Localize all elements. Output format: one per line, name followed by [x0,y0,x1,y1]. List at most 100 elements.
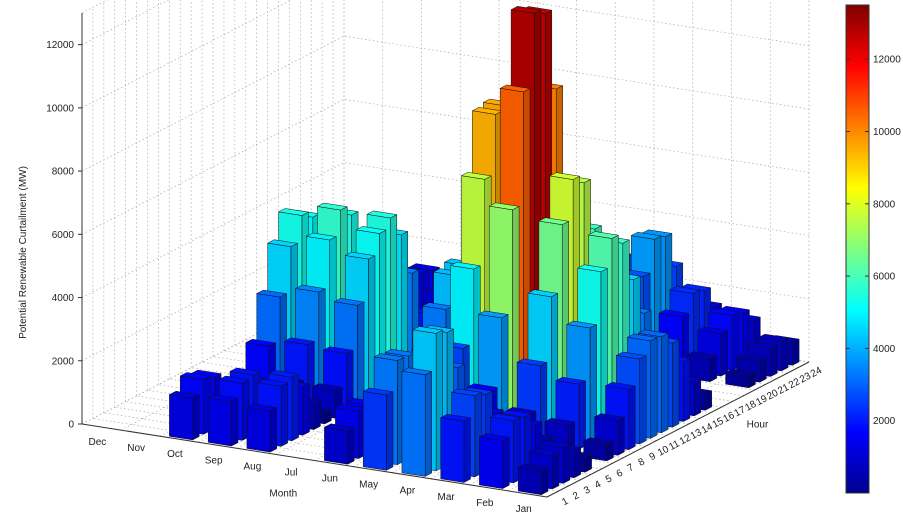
bar-face-front [573,446,581,479]
bar-face-front [347,427,355,465]
bar-face-top [555,376,587,385]
bar-3d [323,423,355,465]
bar-face-top [489,413,521,421]
back-wall-grid-line [514,0,810,47]
side-wall-grid-line [81,98,345,235]
bar-face-top [735,353,768,362]
month-tick-label: Jan [516,504,532,515]
bar-face-top [401,367,433,376]
bar-face-top [311,383,343,391]
bar-face-top [294,284,327,293]
month-tick-label: Sep [205,455,223,466]
bar-face-top [539,440,571,449]
hour-tick-label: 18 [743,399,758,414]
bar-3d [246,403,278,453]
bar-face-top [707,308,740,316]
bar-face-front [672,339,680,428]
hour-tick-label: 8 [637,456,647,469]
side-wall-grid-line [81,0,293,109]
bar-face-top [256,289,288,298]
bar-face-top [488,202,520,211]
month-tick-label: Apr [400,486,416,497]
bar-face-top [305,232,337,241]
bar-3d [401,367,433,477]
bar-face-front [463,417,471,483]
bar-face-side [362,391,387,471]
x-axis-title: Month [269,489,297,500]
bar-face-top [246,403,278,412]
bar-face-front [628,385,636,451]
bar-face-top [218,375,250,384]
z-axis-title: Potential Renewable Curtailment (MW) [18,166,29,339]
z-tick-label: 6000 [52,230,75,241]
z-tick-label: 10000 [46,103,74,114]
bar-face-front [650,337,658,439]
bar-face-front [639,355,647,445]
bar-3d [582,437,615,462]
bar-face-side [324,426,348,465]
axis-labels-layer: 0 2000 4000 6000 8000 10000 12000 Jan Feb Mar Apr M… [18,40,824,515]
bar-face-top [257,378,289,387]
hour-tick-label: 10 [656,444,671,459]
bar-face-top [384,348,416,357]
bar-face-top [333,298,365,306]
month-tick-label: Feb [476,498,494,509]
bar-face-front [386,391,394,471]
back-wall-grid-line [343,225,810,300]
bar-face-top [544,417,576,426]
bar-face-top [355,226,387,234]
month-tick-label: Dec [88,437,106,448]
bar-face-top [697,326,729,335]
hour-tick-label: 17 [732,404,747,419]
bar-face-top [576,264,609,272]
bar-face-top [323,423,355,432]
bar-face-top [229,367,261,376]
bar-face-front [302,383,310,436]
bar-face-front [781,337,789,372]
bar-face-top [582,437,615,446]
z-tick-label: 12000 [46,40,74,51]
bar-3d [362,387,394,471]
bar-face-top [179,372,211,380]
bar-face-top [500,409,532,418]
z-tick-label: 2000 [52,356,75,367]
bar-face-front [313,399,321,431]
z-tick-label: 0 [68,420,74,431]
bar-face-top [471,107,503,115]
hour-tick-label: 7 [626,462,636,475]
bar-3d [439,413,472,483]
bar-face-front [541,466,549,496]
hour-tick-label: 12 [678,432,693,447]
bar-face-top [207,394,239,402]
colorbar-tick-label: 12000 [873,55,901,66]
bar-face-top [449,261,482,270]
bar-face-front [552,451,560,490]
bar-face-top [757,333,789,342]
bar-face-side [440,417,465,483]
hour-tick-label: 24 [809,365,824,380]
bar-face-top [245,338,277,347]
hour-tick-label: 15 [711,416,726,431]
bar-face-side [517,466,542,495]
colorbar-bar [845,4,870,494]
bar-face-side [169,394,193,441]
bar-face-front [291,373,299,442]
bar-face-top [615,351,647,360]
bar-face-top [566,320,598,329]
bar-face-top [528,448,560,456]
bar-face-front [661,332,669,434]
colorbar-tick-label: 8000 [873,199,896,210]
bar-face-top [316,202,348,211]
bar-face-top [593,413,626,421]
bar-3d [207,394,239,447]
bar-face-top [604,382,637,390]
bar-face-top [630,231,662,240]
side-wall-grid-line [81,288,345,425]
bar-face-side [246,407,271,453]
bar-face-top [344,251,376,260]
back-wall-grid-line [343,98,810,173]
bar-3d [517,463,549,496]
month-tick-label: Jun [322,474,338,485]
